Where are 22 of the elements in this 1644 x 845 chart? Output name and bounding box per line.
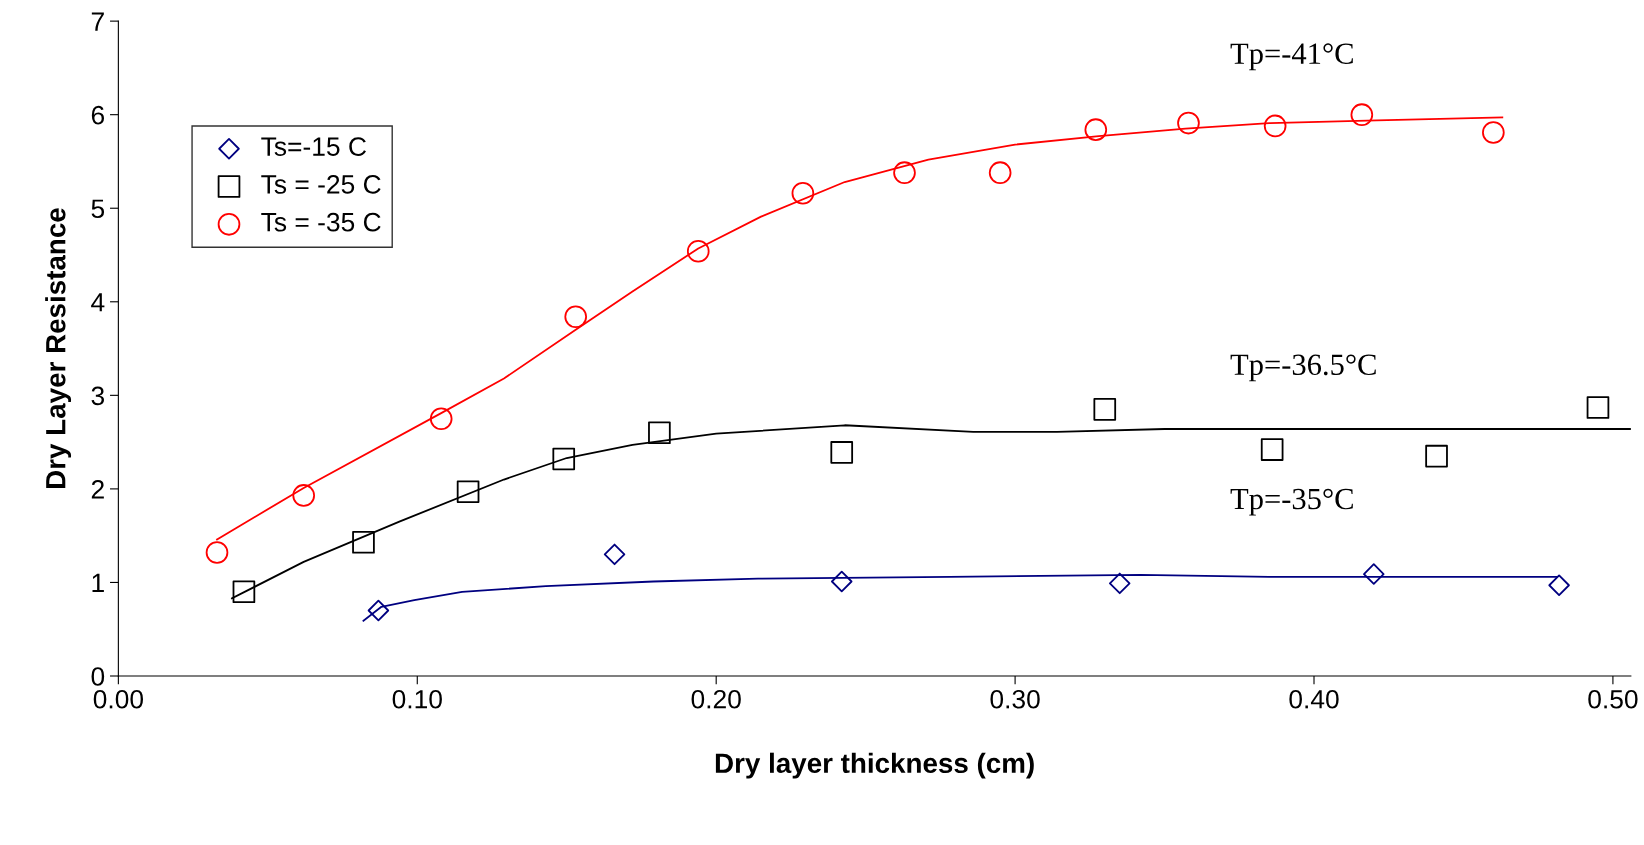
x-tick-label: 0.10	[392, 689, 442, 709]
x-tick-label: 0.30	[990, 689, 1040, 709]
legend-label: Ts = -25 C	[261, 175, 381, 194]
annotation: Tp=-36.5°C	[1230, 354, 1376, 382]
y-axis-title: Dry Layer Resistance	[45, 208, 72, 488]
y-tick-label: 5	[91, 199, 105, 219]
annotation: Tp=-41°C	[1230, 43, 1353, 71]
x-tick-label: 0.00	[93, 689, 144, 709]
y-tick-label: 3	[91, 386, 105, 406]
legend-label: Ts=-15 C	[261, 137, 366, 156]
x-tick-label: 0.40	[1289, 689, 1339, 709]
x-tick-label: 0.20	[691, 689, 741, 709]
y-tick-label: 2	[91, 480, 104, 499]
y-tick-label: 1	[92, 573, 104, 593]
annotation: Tp=-35°C	[1230, 488, 1353, 516]
y-tick-label: 0	[91, 667, 105, 686]
x-axis-title: Dry layer thickness (cm)	[715, 752, 1034, 779]
y-tick-label: 6	[91, 105, 105, 125]
x-tick-label: 0.50	[1588, 689, 1638, 709]
y-tick-label: 7	[91, 12, 104, 31]
y-tick-label: 4	[91, 293, 105, 312]
legend-label: Ts = -35 C	[261, 212, 381, 232]
